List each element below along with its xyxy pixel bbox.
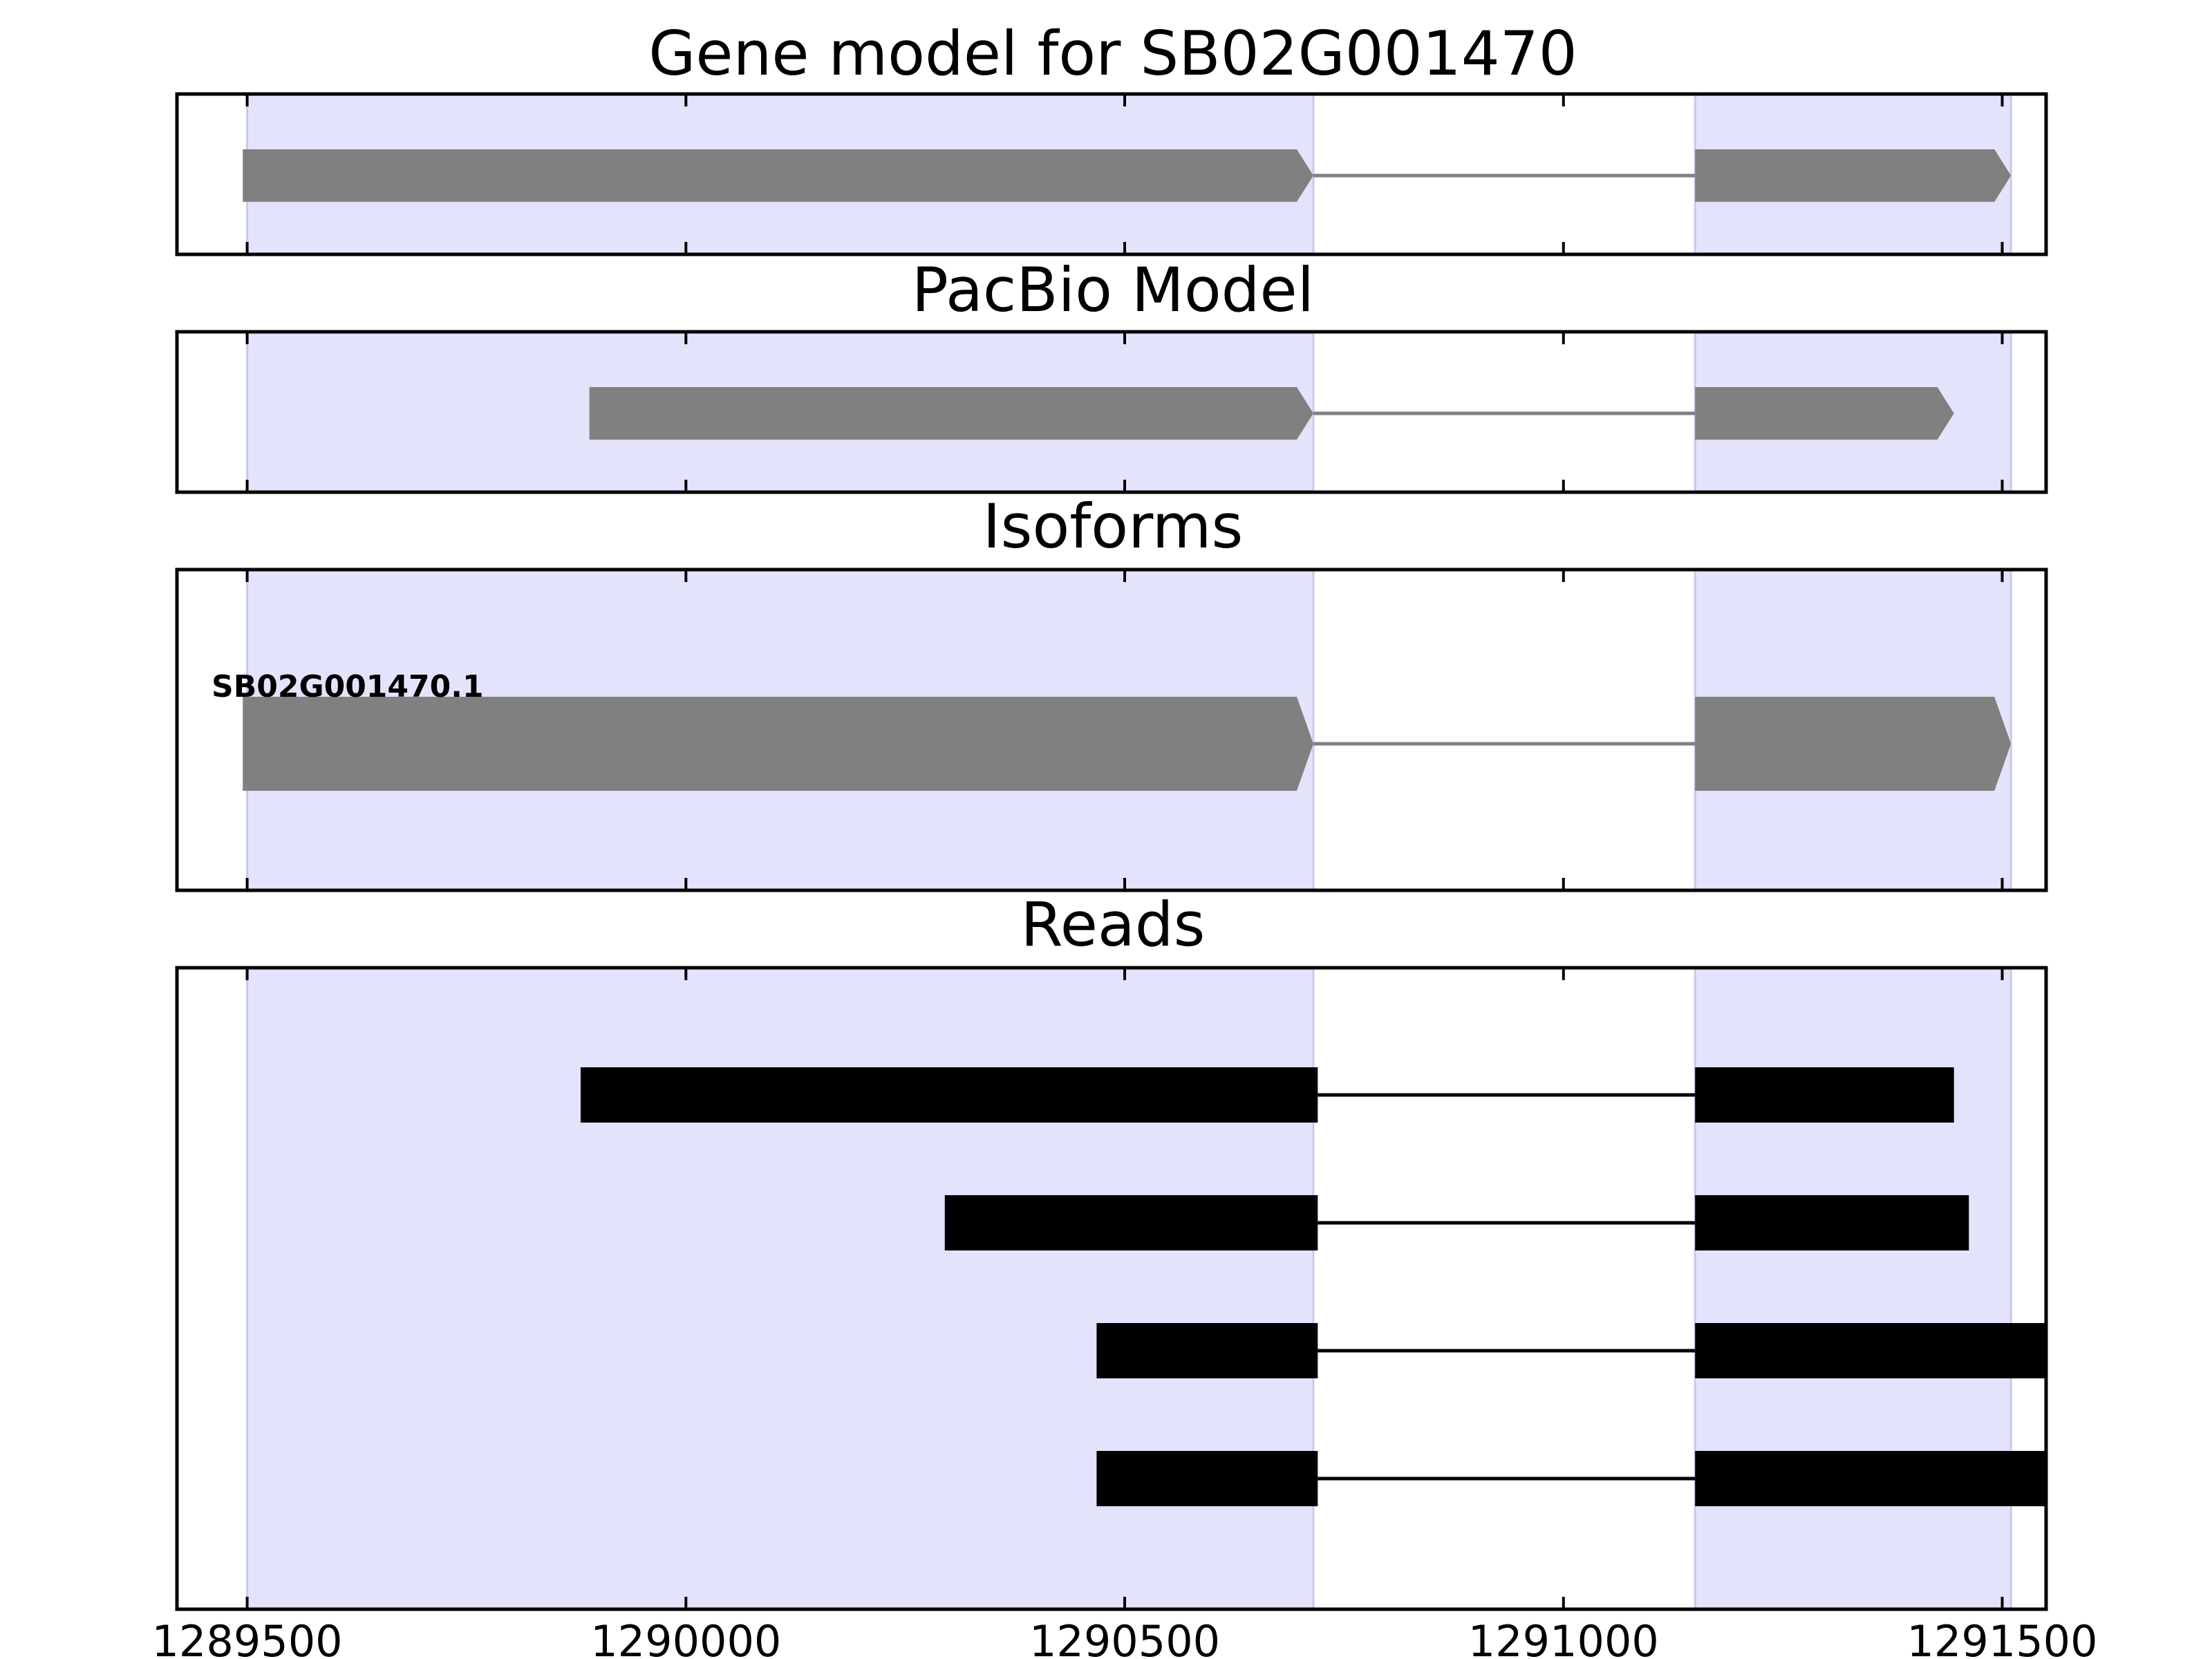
- panel-frame: [175, 568, 2048, 892]
- exon-highlight-region: [246, 968, 1315, 1609]
- exon-block: [944, 1195, 1318, 1250]
- exon-block: [1096, 1323, 1318, 1378]
- exon-arrow: [1695, 697, 2012, 791]
- exon-arrow: [589, 387, 1313, 440]
- panel-frame: [175, 330, 2048, 494]
- gene-feature: [243, 697, 2012, 791]
- x-tick-label: 1291000: [1468, 1616, 1659, 1659]
- isoform-features: [243, 697, 2012, 791]
- tick-marks: [245, 332, 2004, 492]
- exon-arrow: [1695, 149, 2012, 202]
- panel-pacbio-model: PacBio Model: [175, 254, 2048, 494]
- tick-marks: [245, 968, 2004, 1609]
- gene-feature: [589, 387, 1954, 440]
- x-tick-label: 1289500: [151, 1616, 342, 1659]
- tick-marks: [245, 570, 2004, 890]
- panel-title-pacbio-model: PacBio Model: [912, 254, 1314, 326]
- panel-frame: [175, 92, 2048, 256]
- panel-isoforms: Isoforms SB02G001470.1: [175, 491, 2048, 892]
- panel-reads: Reads: [175, 889, 2048, 1611]
- exon-block: [1695, 1323, 2046, 1378]
- read-features: [580, 1067, 2046, 1506]
- panel-frame: [175, 966, 2048, 1611]
- x-tick-label: 1290500: [1029, 1616, 1220, 1659]
- exon-arrow: [1695, 387, 1954, 440]
- exon-block: [580, 1067, 1318, 1123]
- exon-block: [1695, 1195, 1969, 1250]
- isoform-label: SB02G001470.1: [212, 669, 484, 704]
- gene-features: [243, 149, 2012, 202]
- exon-block: [1096, 1451, 1318, 1506]
- x-tick-label: 1291500: [1906, 1616, 2097, 1659]
- tick-marks: [245, 94, 2004, 254]
- read: [944, 1195, 1969, 1250]
- exon-block: [1695, 1067, 1954, 1123]
- panel-gene-model: Gene model for SB02G001470: [175, 18, 2048, 256]
- gene-features: [589, 387, 1954, 440]
- exon-arrow: [243, 697, 1313, 791]
- read: [1096, 1451, 2046, 1506]
- x-tick-label: 1290000: [590, 1616, 781, 1659]
- exon-highlights: [246, 968, 2012, 1609]
- x-axis-tick-labels: 1289500 1290000 1290500 1291000 1291500: [151, 1616, 2097, 1659]
- panel-title-reads: Reads: [1021, 889, 1206, 960]
- gene-feature: [243, 149, 2012, 202]
- exon-block: [1695, 1451, 2046, 1506]
- panel-title-gene-model: Gene model for SB02G001470: [648, 18, 1577, 89]
- exon-arrow: [243, 149, 1313, 202]
- panel-title-isoforms: Isoforms: [983, 491, 1244, 562]
- read: [580, 1067, 1954, 1123]
- exon-highlight-region: [1694, 968, 2012, 1609]
- read: [1096, 1323, 2046, 1378]
